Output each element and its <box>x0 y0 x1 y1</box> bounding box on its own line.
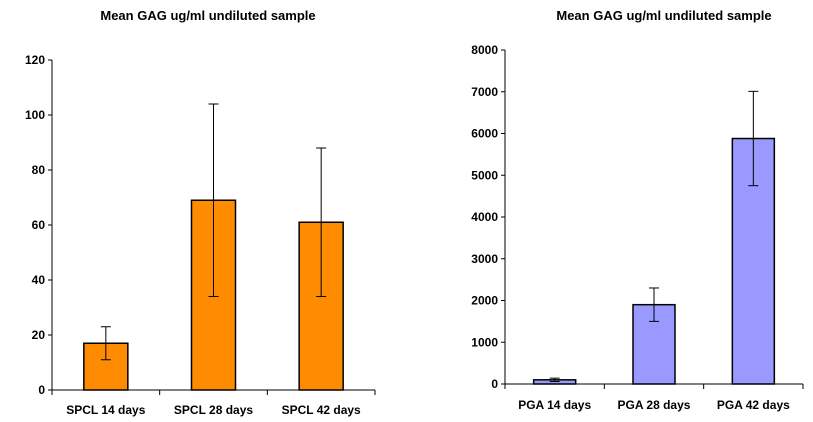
x-category-label: PGA 14 days <box>518 398 591 412</box>
y-tick-label: 80 <box>32 163 46 177</box>
y-tick-label: 0 <box>38 383 45 397</box>
y-tick-label: 4000 <box>471 210 498 224</box>
y-tick-label: 1000 <box>471 335 498 349</box>
y-tick-label: 2000 <box>471 294 498 308</box>
chart-title: Mean GAG ug/ml undiluted sample <box>100 8 315 23</box>
x-category-label: SPCL 42 days <box>282 403 361 417</box>
y-tick-label: 40 <box>32 273 46 287</box>
chart-pga: Mean GAG ug/ml undiluted sample 0 1000 200… <box>471 8 804 412</box>
x-category-label: SPCL 14 days <box>66 403 145 417</box>
y-tick-label: 3000 <box>471 252 498 266</box>
y-tick-label: 20 <box>32 328 46 342</box>
chart-title: Mean GAG ug/ml undiluted sample <box>556 8 771 23</box>
y-tick-label: 0 <box>491 377 498 391</box>
y-tick-label: 100 <box>25 108 45 122</box>
x-category-label: PGA 28 days <box>618 398 691 412</box>
y-tick-label: 5000 <box>471 168 498 182</box>
chart-spcl: Mean GAG ug/ml undiluted sample 0 20 40 60 8… <box>25 8 376 417</box>
y-tick-label: 7000 <box>471 85 498 99</box>
y-tick-label: 8000 <box>471 43 498 57</box>
bar <box>83 342 129 391</box>
y-tick-label: 60 <box>32 218 46 232</box>
x-category-label: PGA 42 days <box>717 398 790 412</box>
x-category-label: SPCL 28 days <box>174 403 253 417</box>
y-tick-label: 6000 <box>471 127 498 141</box>
y-tick-label: 120 <box>25 53 45 67</box>
